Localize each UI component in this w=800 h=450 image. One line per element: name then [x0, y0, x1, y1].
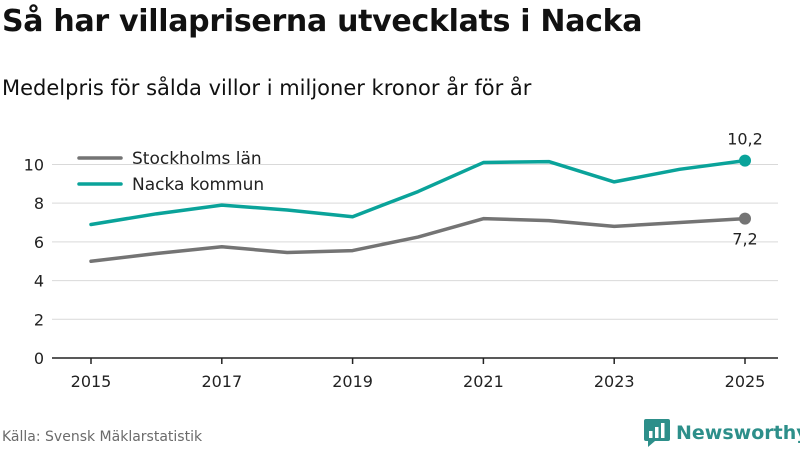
y-tick-label: 2 — [34, 310, 44, 329]
brand-name: Newsworthy — [676, 422, 800, 444]
x-tick-label: 2023 — [594, 372, 635, 391]
y-tick-label: 6 — [34, 233, 44, 252]
y-tick-label: 0 — [34, 349, 44, 368]
y-tick-label: 10 — [24, 155, 44, 174]
newsworthy-logo-icon — [644, 419, 670, 447]
x-tick-label: 2025 — [725, 372, 766, 391]
end-value-label: 7,2 — [732, 230, 757, 249]
y-tick-label: 4 — [34, 272, 44, 291]
data-point — [739, 154, 751, 167]
source-note: Källa: Svensk Mäklarstatistik — [2, 429, 203, 445]
x-tick-label: 2015 — [71, 372, 112, 391]
legend-label: Nacka kommun — [132, 175, 264, 195]
x-tick-label: 2017 — [201, 372, 242, 391]
x-tick-label: 2021 — [463, 372, 504, 391]
brand: Newsworthy — [644, 419, 800, 447]
series-line-0 — [89, 216, 747, 263]
data-point — [739, 212, 751, 225]
chart-title: Så har villapriserna utvecklats i Nacka — [2, 4, 643, 39]
end-value-label: 10,2 — [727, 130, 763, 149]
x-tick-label: 2019 — [332, 372, 373, 391]
y-tick-label: 8 — [34, 194, 44, 213]
legend-label: Stockholms län — [132, 149, 262, 169]
chart-subtitle: Medelpris för sålda villor i miljoner kr… — [2, 76, 532, 100]
